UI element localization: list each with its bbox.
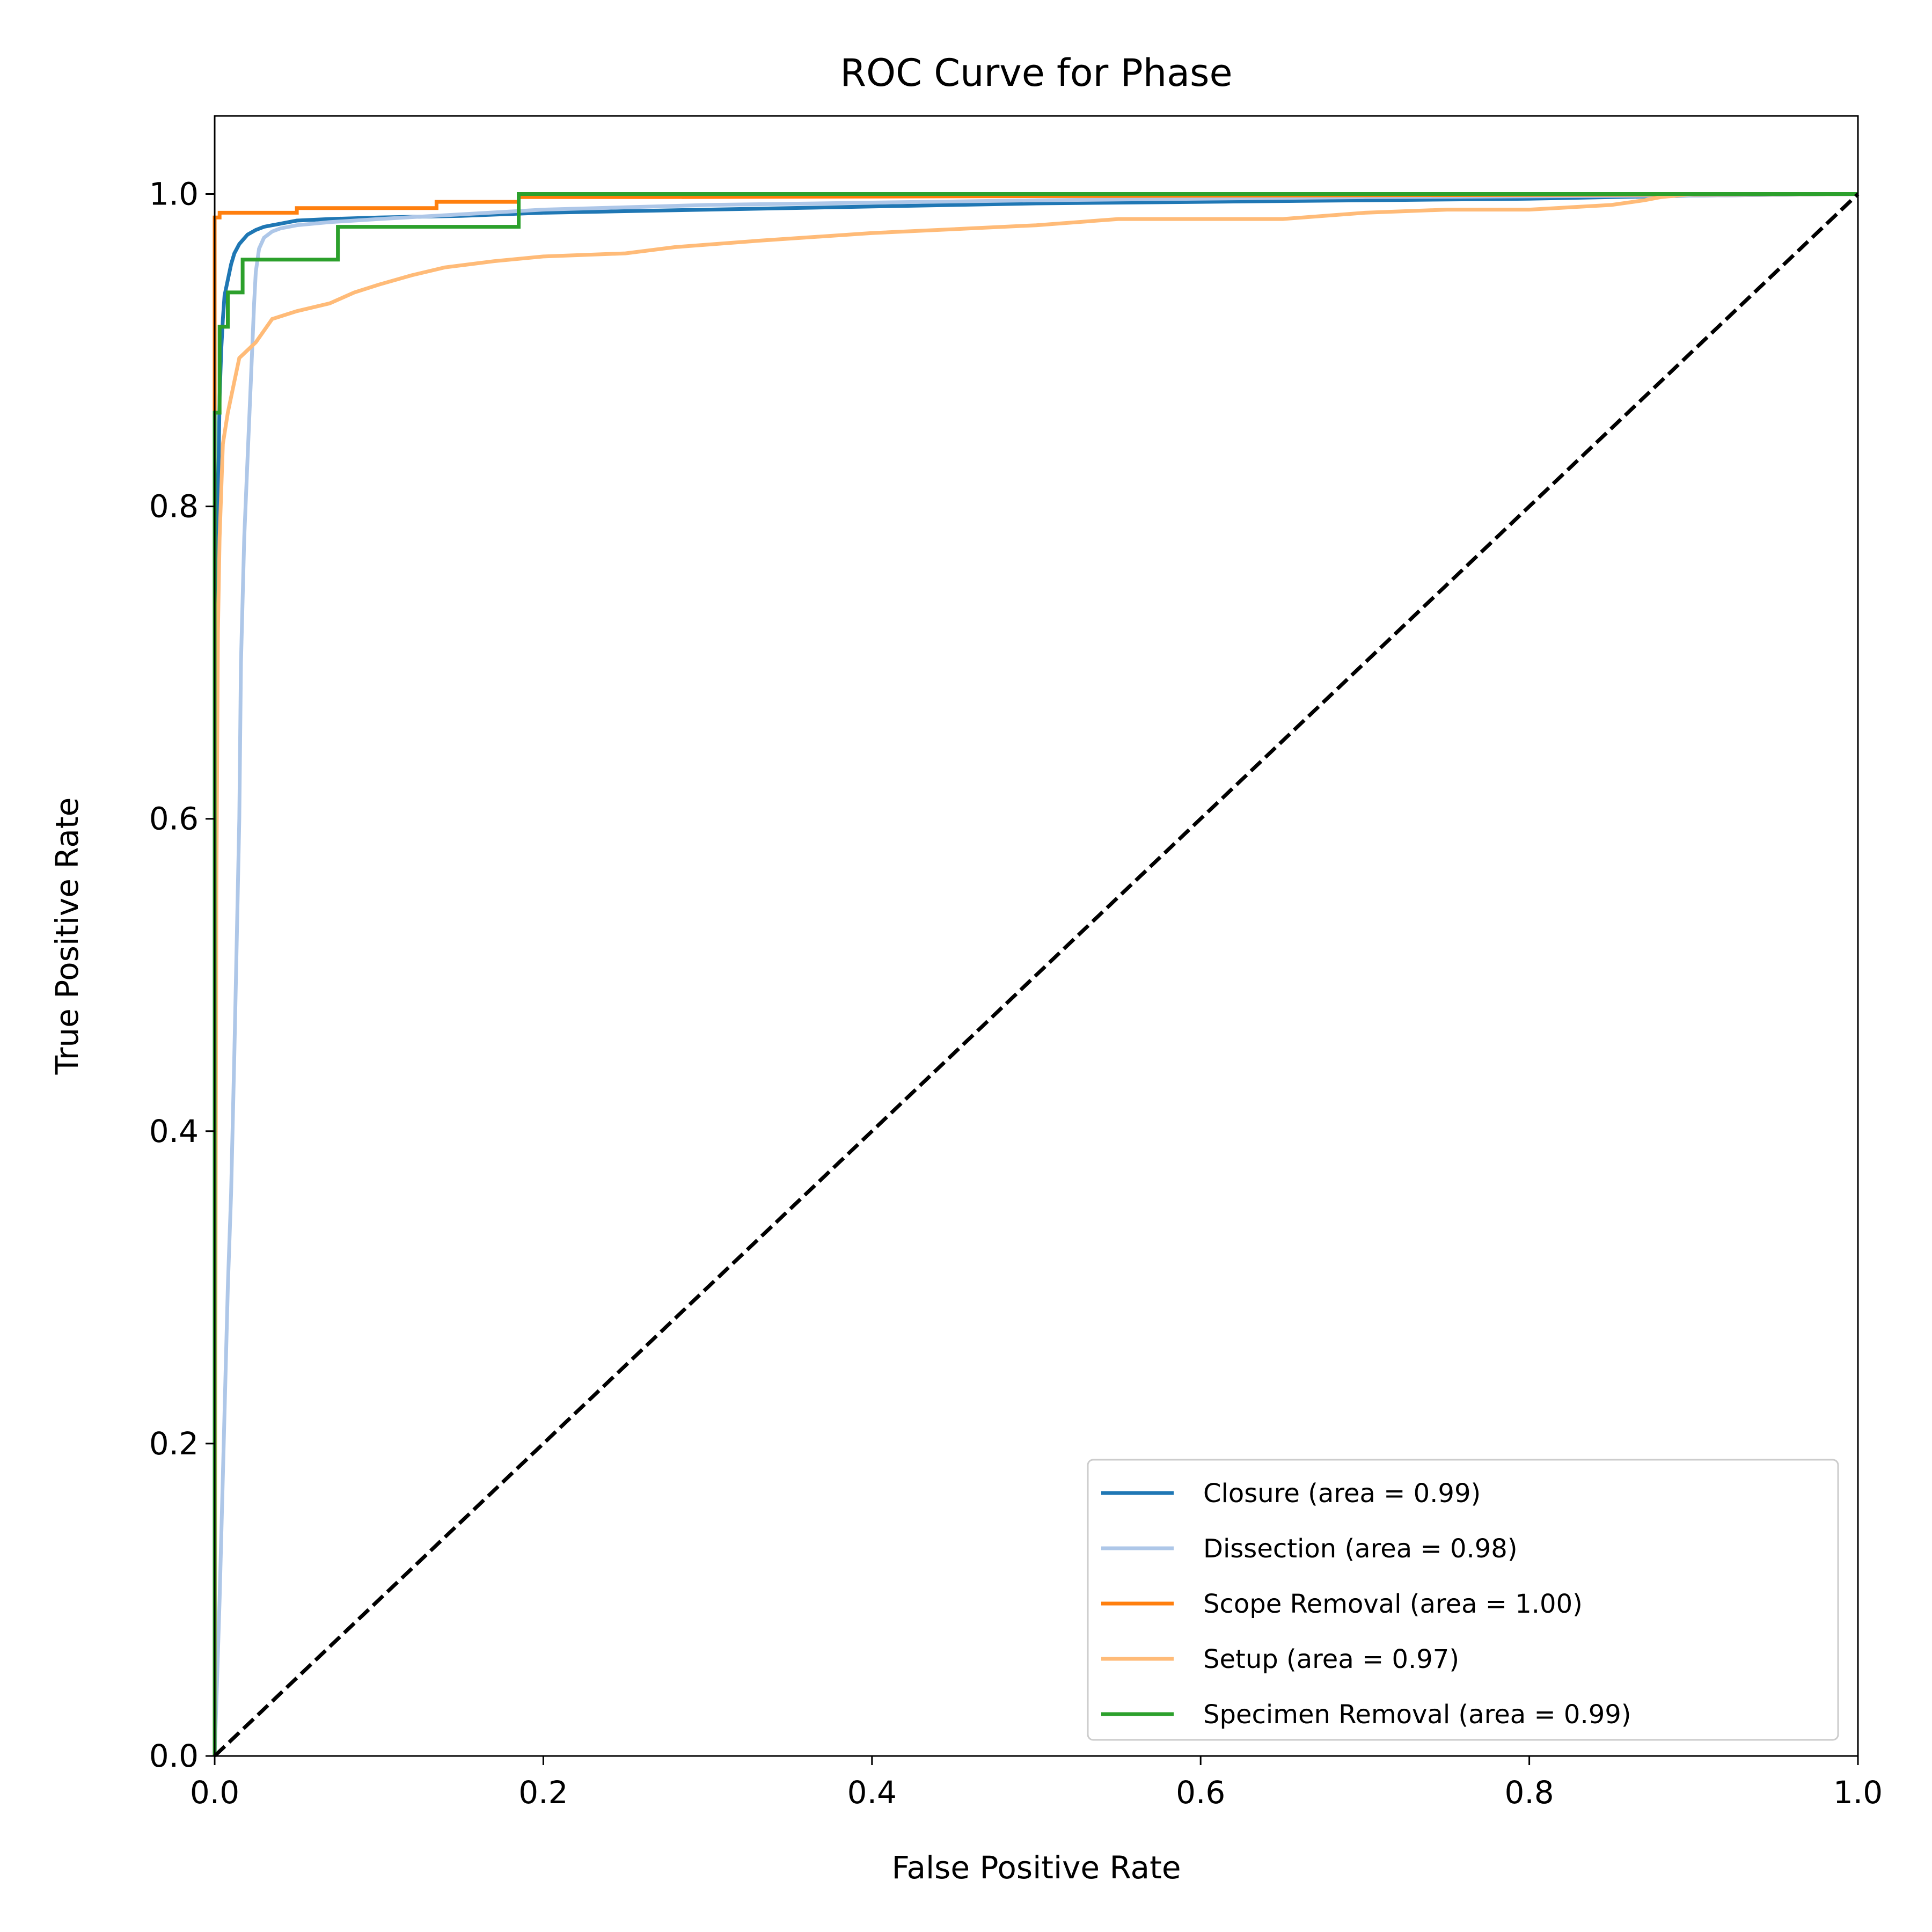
legend-label: Setup (area = 0.97) — [1203, 1644, 1459, 1674]
curve-scope-removal — [213, 192, 1858, 1756]
y-tick-label: 1.0 — [149, 176, 199, 213]
legend-items: Closure (area = 0.99) Dissection (area = … — [1101, 1479, 1631, 1730]
y-tick-label: 0.4 — [149, 1113, 199, 1150]
roc-curves — [213, 192, 1858, 1757]
legend-label: Closure (area = 0.99) — [1203, 1479, 1481, 1509]
chart-title: ROC Curve for Phase — [840, 51, 1232, 95]
curve-setup — [213, 192, 1858, 1757]
y-axis-label: True Positive Rate — [49, 797, 85, 1075]
legend-item-dissection: Dissection (area = 0.98) — [1101, 1534, 1518, 1564]
x-tick-label: 0.6 — [1176, 1774, 1225, 1811]
legend-label: Dissection (area = 0.98) — [1203, 1534, 1518, 1564]
curve-closure — [213, 192, 1858, 1756]
curve-specimen-removal — [213, 192, 1858, 1756]
legend-label: Specimen Removal (area = 0.99) — [1203, 1700, 1631, 1730]
legend-label: Scope Removal (area = 1.00) — [1203, 1589, 1583, 1619]
y-tick-label: 0.0 — [149, 1738, 199, 1774]
x-tick-label: 0.8 — [1504, 1774, 1554, 1811]
x-axis-ticks: 0.0 0.2 0.4 0.6 0.8 1.0 — [190, 1756, 1883, 1811]
x-tick-label: 0.0 — [190, 1774, 239, 1811]
chance-reference-line — [213, 192, 1860, 1758]
legend: Closure (area = 0.99) Dissection (area = … — [1087, 1459, 1839, 1741]
y-tick-label: 0.8 — [149, 488, 199, 525]
legend-item-scope-removal: Scope Removal (area = 1.00) — [1101, 1589, 1583, 1619]
legend-item-closure: Closure (area = 0.99) — [1101, 1479, 1481, 1509]
x-tick-label: 1.0 — [1833, 1774, 1883, 1811]
plot-area — [213, 115, 1860, 1758]
y-axis-ticks: 0.0 0.2 0.4 0.6 0.8 1.0 — [149, 176, 215, 1774]
x-axis-label: False Positive Rate — [891, 1849, 1181, 1886]
x-tick-label: 0.2 — [518, 1774, 568, 1811]
legend-item-setup: Setup (area = 0.97) — [1101, 1644, 1459, 1674]
y-tick-label: 0.6 — [149, 801, 199, 837]
x-tick-label: 0.4 — [847, 1774, 897, 1811]
legend-item-specimen-removal: Specimen Removal (area = 0.99) — [1101, 1700, 1631, 1730]
axes-frame — [214, 115, 1859, 1757]
y-tick-label: 0.2 — [149, 1425, 199, 1462]
legend-box — [1087, 1459, 1839, 1741]
